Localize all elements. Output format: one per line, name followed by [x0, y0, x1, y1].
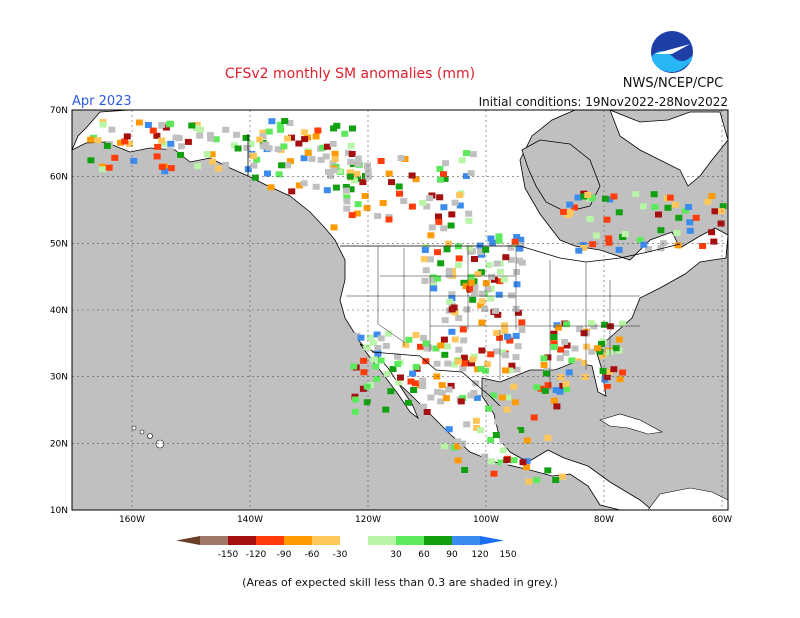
legend-arrow-high — [480, 536, 504, 545]
lat-label: 60N — [50, 173, 68, 183]
legend-swatch — [396, 536, 424, 545]
lat-label: 70N — [50, 106, 68, 116]
legend-label: -150 — [218, 550, 239, 560]
legend-swatch — [340, 536, 368, 545]
lon-label: 120W — [355, 515, 381, 525]
legend-swatch — [256, 536, 284, 545]
legend-swatch — [312, 536, 340, 545]
lat-lon-grid — [72, 110, 728, 510]
map-frame — [71, 109, 729, 511]
lat-label: 20N — [50, 439, 68, 449]
legend-label: -30 — [333, 550, 348, 560]
lat-label: 30N — [50, 373, 68, 383]
state-borders — [346, 246, 640, 390]
lon-labels: 160W 140W 120W 100W 80W 60W — [119, 515, 732, 525]
legend-swatch — [424, 536, 452, 545]
legend-label: -90 — [277, 550, 292, 560]
lon-label: 140W — [237, 515, 263, 525]
legend-label: 60 — [418, 550, 430, 560]
legend-label: 30 — [390, 550, 402, 560]
color-legend: -150 -120 -90 -60 -30 30 60 90 120 150 — [176, 536, 517, 560]
legend-swatch — [228, 536, 256, 545]
legend-label: -60 — [305, 550, 320, 560]
legend-arrow-low — [176, 536, 200, 545]
legend-swatch — [368, 536, 396, 545]
map-title: CFSv2 monthly SM anomalies (mm) — [224, 66, 476, 82]
land-hawaii — [131, 425, 165, 449]
land-arctic — [609, 109, 729, 187]
land-north-america — [71, 109, 729, 511]
footnote: (Areas of expected skill less than 0.3 a… — [242, 576, 558, 589]
legend-swatch — [452, 536, 480, 545]
legend-label: -120 — [246, 550, 267, 560]
lead-month: Apr 2023 — [72, 94, 132, 109]
noaa-logo-icon — [651, 31, 693, 73]
lon-label: 100W — [473, 515, 499, 525]
lat-labels: 70N 60N 50N 40N 30N 20N 10N — [50, 106, 68, 516]
initial-conditions: Initial conditions: 19Nov2022-28Nov2022 — [478, 95, 728, 109]
legend-swatch — [200, 536, 228, 545]
legend-label: 90 — [446, 550, 458, 560]
lat-label: 50N — [50, 239, 68, 249]
lon-label: 160W — [119, 515, 145, 525]
legend-label: 120 — [471, 550, 488, 560]
lat-label: 10N — [50, 506, 68, 516]
lon-label: 80W — [594, 515, 614, 525]
legend-label: 150 — [499, 550, 516, 560]
anomaly-cells — [87, 118, 727, 485]
lat-label: 40N — [50, 306, 68, 316]
lon-label: 60W — [712, 515, 732, 525]
land-cuba — [599, 413, 663, 435]
legend-swatch — [284, 536, 312, 545]
agency-label: NWS/NCEP/CPC — [622, 76, 724, 91]
